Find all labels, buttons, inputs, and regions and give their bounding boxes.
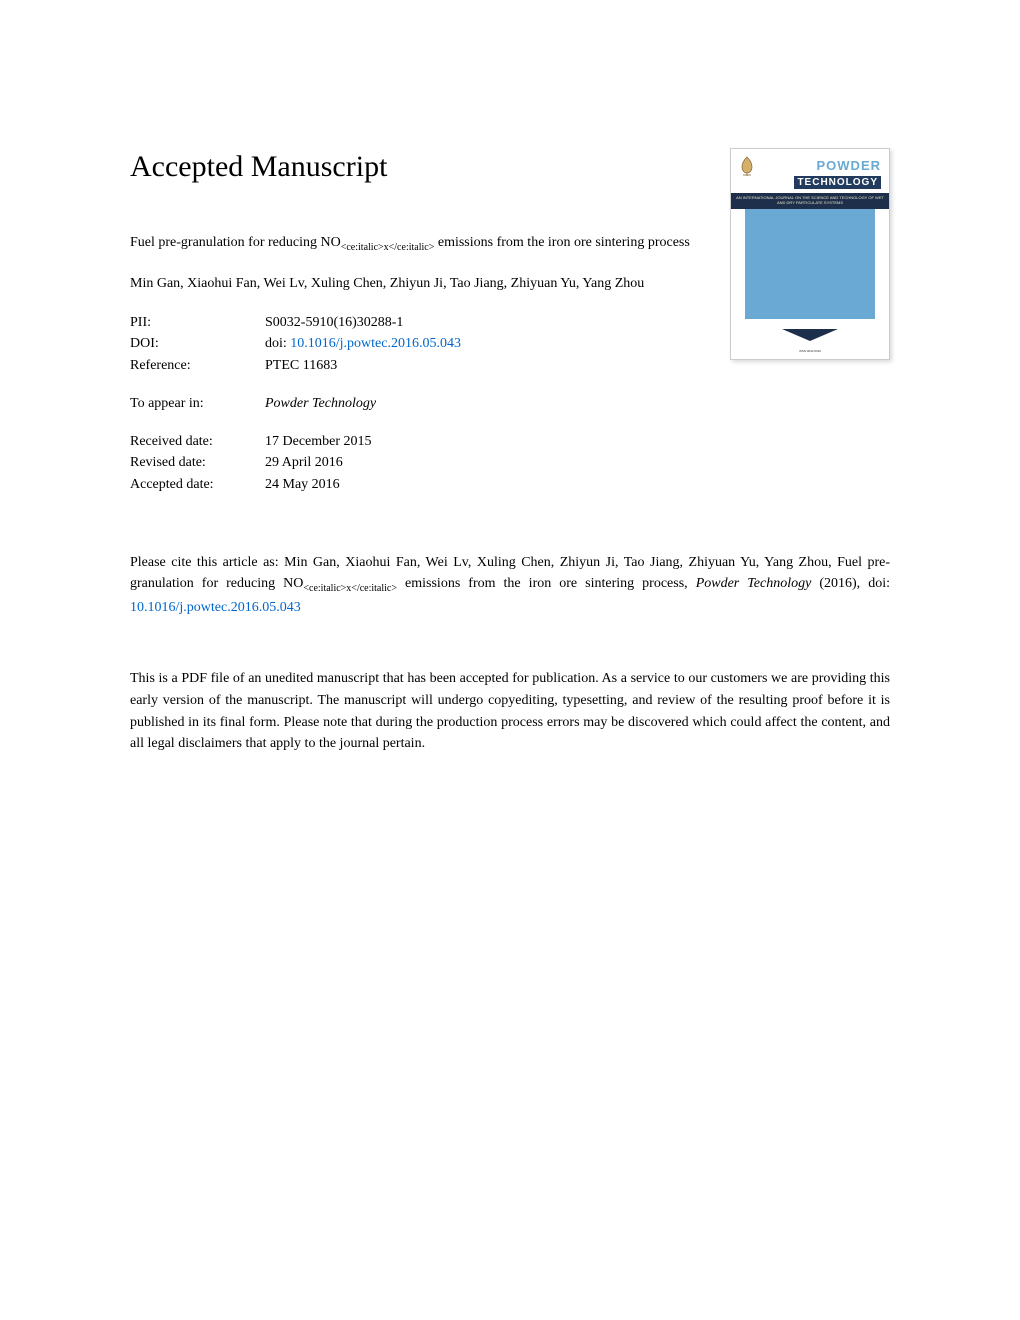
received-label: Received date:: [130, 431, 265, 453]
meta-row-appear: To appear in: Powder Technology: [130, 393, 890, 415]
citation-year: (2016), doi:: [811, 576, 890, 591]
doi-prefix: doi:: [265, 336, 290, 351]
cover-title-line2: TECHNOLOGY: [794, 176, 881, 189]
citation-doi-link[interactable]: 10.1016/j.powtec.2016.05.043: [130, 600, 301, 615]
reference-label: Reference:: [130, 355, 265, 377]
cover-title-line1: POWDER: [794, 159, 881, 172]
meta-row-revised: Revised date: 29 April 2016: [130, 452, 890, 474]
authors-list: Min Gan, Xiaohui Fan, Wei Lv, Xuling Che…: [130, 273, 690, 294]
article-title: Fuel pre-granulation for reducing NO<ce:…: [130, 232, 690, 255]
doi-link[interactable]: 10.1016/j.powtec.2016.05.043: [290, 336, 461, 351]
metadata-block-3: Received date: 17 December 2015 Revised …: [130, 431, 890, 496]
revised-label: Revised date:: [130, 452, 265, 474]
cover-journal-title: POWDER TECHNOLOGY: [794, 159, 881, 190]
pii-value: S0032-5910(16)30288-1: [265, 312, 403, 334]
title-suffix: emissions from the iron ore sintering pr…: [434, 235, 689, 250]
doi-label: DOI:: [130, 333, 265, 355]
accepted-label: Accepted date:: [130, 474, 265, 496]
journal-cover-thumbnail: POWDER TECHNOLOGY AN INTERNATIONAL JOURN…: [730, 148, 890, 360]
elsevier-tree-icon: [737, 155, 757, 177]
meta-row-received: Received date: 17 December 2015: [130, 431, 890, 453]
citation-subscript: <ce:italic>x</ce:italic>: [303, 583, 397, 594]
pii-label: PII:: [130, 312, 265, 334]
meta-row-accepted: Accepted date: 24 May 2016: [130, 474, 890, 496]
citation-mid: emissions from the iron ore sintering pr…: [397, 576, 696, 591]
title-subscript: <ce:italic>x</ce:italic>: [341, 242, 435, 253]
cover-center-graphic: [745, 209, 875, 319]
citation-journal: Powder Technology: [696, 576, 812, 591]
cover-triangle-icon: [782, 329, 838, 341]
appear-label: To appear in:: [130, 393, 265, 415]
accepted-value: 24 May 2016: [265, 474, 340, 496]
citation-block: Please cite this article as: Min Gan, Xi…: [130, 552, 890, 619]
page-container: POWDER TECHNOLOGY AN INTERNATIONAL JOURN…: [0, 0, 1020, 855]
metadata-block-2: To appear in: Powder Technology: [130, 393, 890, 415]
received-value: 17 December 2015: [265, 431, 372, 453]
revised-value: 29 April 2016: [265, 452, 343, 474]
cover-bottom-text: ISSN 0032-5910: [731, 349, 889, 353]
doi-value: doi: 10.1016/j.powtec.2016.05.043: [265, 333, 461, 355]
cover-subtitle: AN INTERNATIONAL JOURNAL ON THE SCIENCE …: [731, 193, 889, 209]
reference-value: PTEC 11683: [265, 355, 337, 377]
title-prefix: Fuel pre-granulation for reducing NO: [130, 235, 341, 250]
appear-value: Powder Technology: [265, 393, 376, 415]
disclaimer-text: This is a PDF file of an unedited manusc…: [130, 668, 890, 755]
